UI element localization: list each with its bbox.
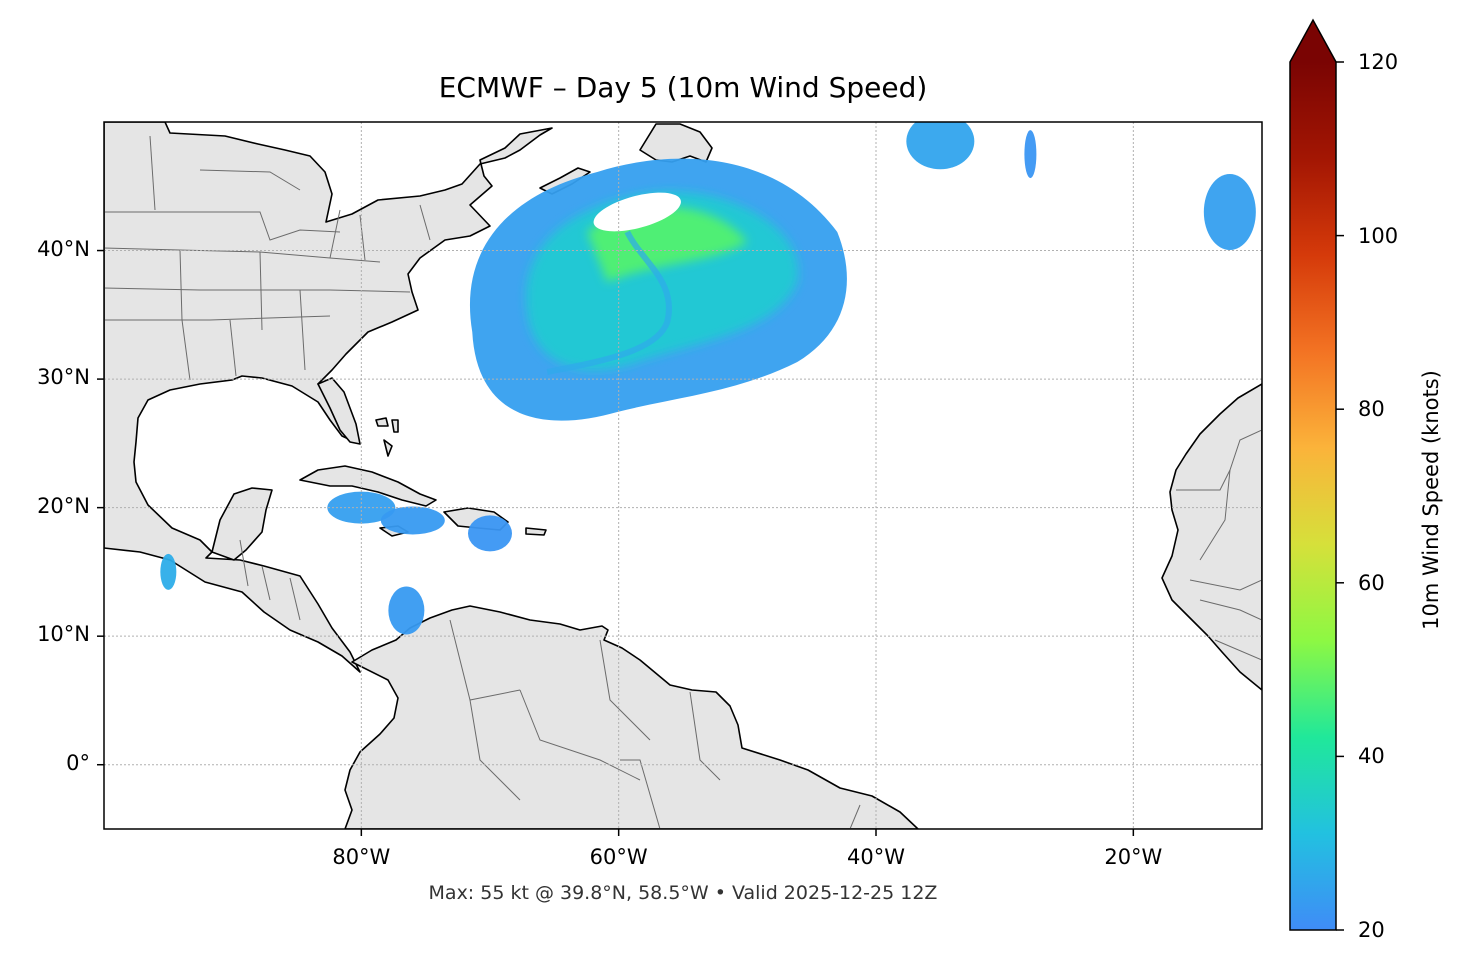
yucatan-land (211, 487, 273, 561)
colorbar (1289, 18, 1344, 931)
wind-patch-6 (906, 122, 975, 170)
colorbar-tick-label: 80 (1358, 397, 1385, 422)
storm-spiral-band (546, 230, 672, 375)
longitude-ticks (360, 829, 1135, 836)
storm-calm-eye (593, 192, 681, 232)
border-line-5 (259, 251, 263, 331)
border-line-21 (620, 759, 661, 829)
border-line-0 (104, 211, 341, 241)
wind-patch-5 (160, 553, 177, 590)
border-line-1 (149, 135, 156, 211)
colorbar-gradient (1290, 62, 1336, 930)
map-title: ECMWF – Day 5 (10m Wind Speed) (438, 71, 928, 104)
wind-patch-3 (468, 515, 512, 552)
lat-tick-label: 40°N (37, 236, 90, 261)
africa-land (1161, 383, 1262, 691)
wind-patch-4 (388, 586, 425, 635)
border-line-13 (239, 539, 249, 587)
colorbar-outline (1289, 18, 1337, 931)
gridlines (104, 122, 1262, 829)
border-line-12 (419, 204, 431, 241)
lat-tick-label: 20°N (37, 493, 90, 518)
border-line-22 (849, 804, 861, 829)
colorbar-tick-label: 20 (1358, 918, 1385, 942)
border-line-7 (104, 315, 331, 321)
max-info-footer: Max: 55 kt @ 39.8°N, 58.5°W • Valid 2025… (428, 882, 938, 904)
wind-patch-2 (380, 506, 445, 535)
border-line-20 (689, 691, 721, 781)
colorbar-ticks (1336, 61, 1344, 931)
border-line-9 (229, 319, 237, 377)
lon-tick-label: 80°W (332, 845, 391, 869)
border-line-25 (1189, 579, 1262, 591)
lon-tick-label: 60°W (589, 845, 648, 869)
wind-patch-7 (1024, 130, 1037, 179)
lat-tick-label: 0° (66, 750, 90, 775)
colorbar-label: 10m Wind Speed (knots) (1419, 370, 1443, 630)
map-frame (103, 121, 1263, 830)
lon-tick-label: 40°W (847, 845, 905, 869)
country-state-borders (104, 135, 1262, 829)
colorbar-tick-label: 120 (1358, 50, 1399, 74)
border-line-6 (104, 287, 411, 293)
cuba-land (299, 465, 437, 507)
border-line-27 (1214, 639, 1262, 661)
wind-speed-field (160, 122, 1256, 635)
border-line-26 (1199, 599, 1262, 621)
lat-tick-label: 30°N (37, 365, 90, 390)
puerto-rico-land (525, 527, 547, 536)
border-line-17 (519, 689, 641, 781)
colorbar-tick-label: 100 (1358, 223, 1399, 248)
border-line-10 (329, 209, 341, 259)
border-line-18 (599, 639, 651, 741)
border-line-24 (1199, 469, 1231, 561)
storm-wind-region (469, 158, 847, 421)
colorbar-tick-label: 40 (1358, 744, 1385, 769)
lat-tick-label: 10°N (37, 622, 90, 647)
land-layer (104, 122, 1262, 829)
florida-land (317, 377, 361, 445)
south-america-land (344, 605, 919, 829)
bahamas-land (375, 417, 399, 457)
lon-tick-label: 20°W (1104, 845, 1163, 869)
border-line-19 (469, 699, 521, 801)
border-line-8 (299, 289, 306, 371)
colorbar-tick-label: 60 (1358, 570, 1385, 595)
border-line-15 (289, 577, 301, 621)
latitude-ticks (97, 249, 104, 766)
colorbar-extend-arrow (1290, 20, 1336, 62)
border-line-2 (199, 169, 301, 191)
wind-patch-8 (1203, 173, 1256, 250)
border-line-14 (261, 565, 271, 601)
